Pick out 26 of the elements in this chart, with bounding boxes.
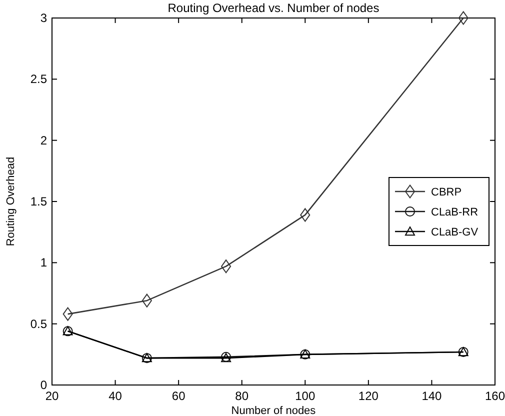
x-tick-label: 60: [172, 389, 186, 403]
x-tick-label: 140: [422, 389, 442, 403]
legend-label: CLaB-GV: [431, 226, 479, 238]
x-tick-label: 120: [358, 389, 379, 403]
y-axis-title: Routing Overhead: [5, 156, 17, 246]
point: [62, 307, 73, 321]
chart-title: Routing Overhead vs. Number of nodes: [168, 1, 380, 15]
y-tick-label: 2.5: [30, 72, 48, 86]
y-tick-label: 0: [40, 378, 48, 392]
point: [221, 260, 232, 274]
x-tick-label: 20: [45, 389, 59, 403]
y-tick-label: 1.5: [30, 194, 48, 208]
x-tick-label: 80: [235, 389, 249, 403]
legend-label: CBRP: [431, 186, 462, 198]
point: [300, 208, 310, 222]
point: [458, 11, 468, 25]
y-tick-label: 0.5: [30, 316, 48, 331]
y-tick-label: 1: [40, 256, 48, 270]
x-axis-title: Number of nodes: [231, 405, 316, 416]
y-tick-label: 3: [40, 11, 48, 25]
legend-label: CLaB-RR: [431, 206, 478, 218]
x-tick-label: 160: [484, 389, 505, 403]
point: [142, 294, 152, 308]
x-tick-label: 100: [295, 389, 316, 403]
y-tick-label: 2: [40, 133, 48, 148]
x-tick-label: 40: [108, 389, 122, 403]
